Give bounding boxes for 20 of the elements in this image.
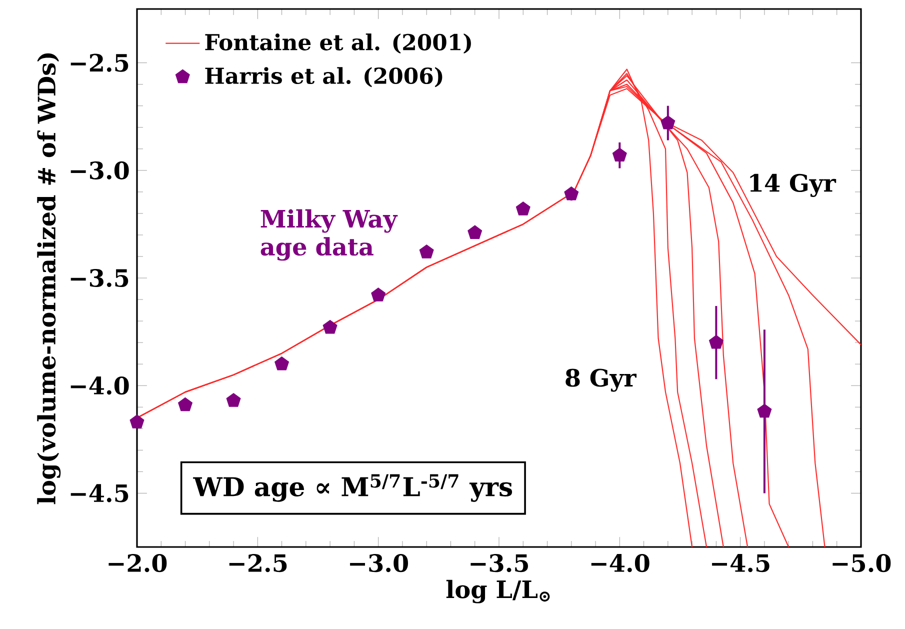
x-tick-label: −2.0 (108, 554, 167, 572)
y-tick-label: −4.0 (70, 376, 129, 395)
x-tick-label: −4.5 (712, 554, 770, 572)
annotation: WD age ∝ M$^{5/7}$L$^{-5/7}$ yrs (193, 474, 512, 502)
y-tick-label: −3.0 (70, 161, 129, 180)
y-tick-label: −4.5 (70, 484, 128, 502)
x-tick-label: −3.0 (350, 554, 408, 572)
annotation: 8 Gyr (566, 368, 637, 392)
legend-label: Fontaine et al. (2001) (205, 34, 471, 54)
y-axis-title: log(volume-normalized # of WDs) (37, 53, 61, 504)
x-tick-label: −5.0 (832, 554, 891, 572)
x-tick-label: −4.0 (591, 554, 650, 572)
y-tick-label: −3.5 (70, 268, 128, 288)
x-axis-title: log L/L$_{⊙}$ (446, 580, 550, 604)
x-tick-label: −2.5 (229, 554, 287, 572)
annotation: Milky Way age data (260, 209, 398, 261)
y-tick-label: −2.5 (70, 54, 128, 72)
legend-label: Harris et al. (2006) (205, 67, 442, 88)
annotation: 14 Gyr (750, 174, 836, 197)
x-tick-label: −3.5 (470, 554, 528, 572)
